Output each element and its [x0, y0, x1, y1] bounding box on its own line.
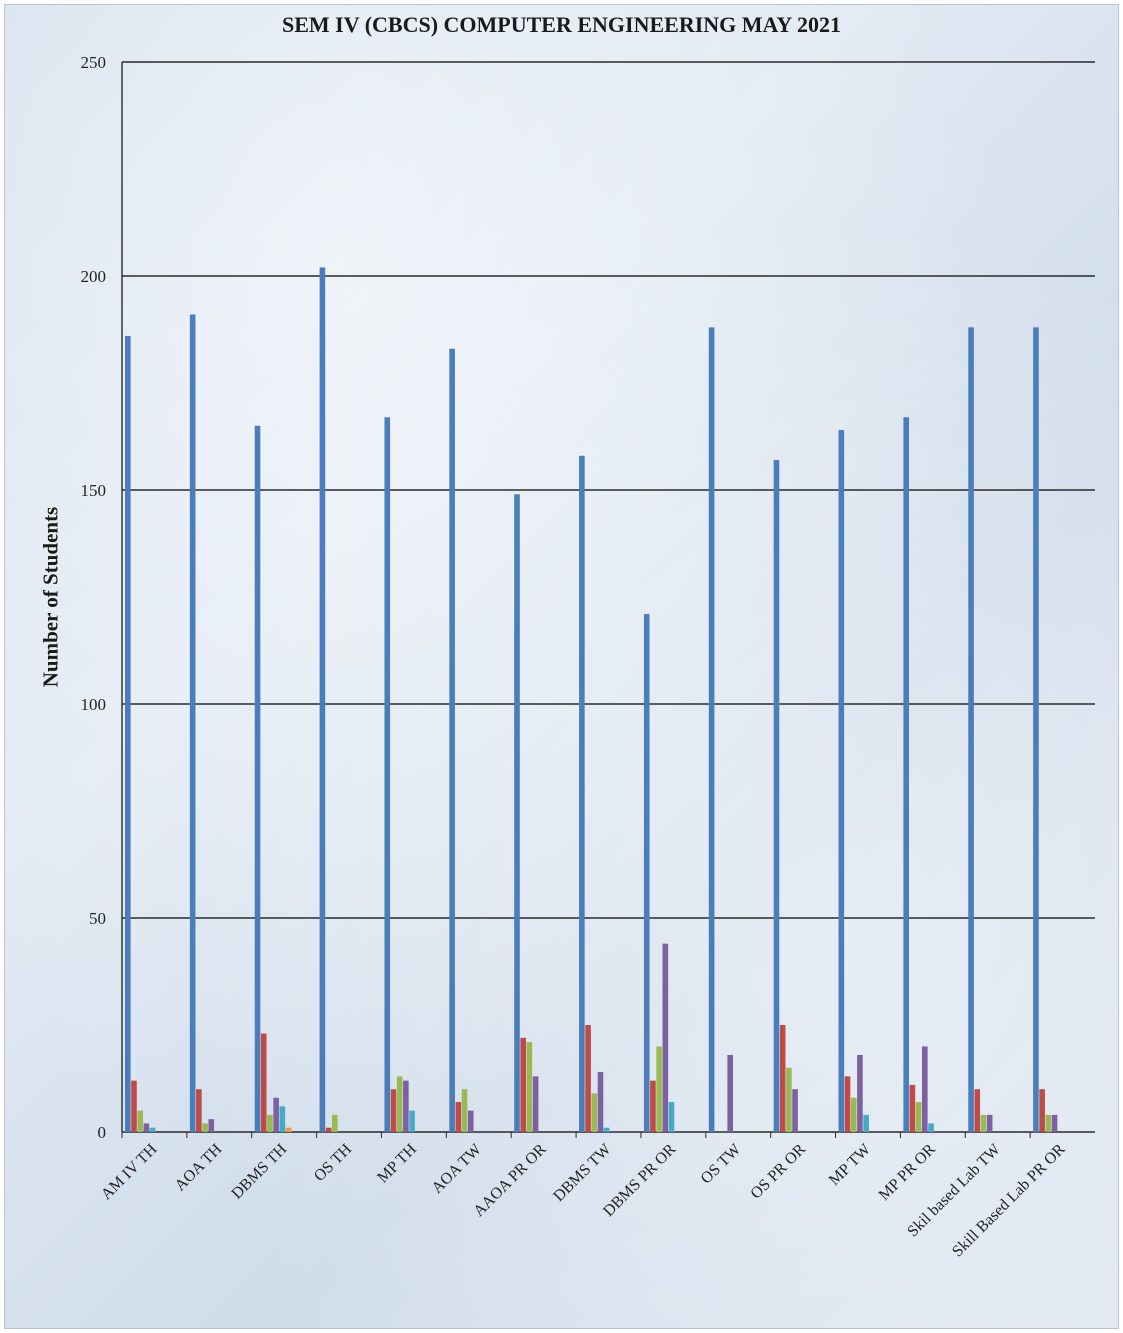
y-tick-label: 150 — [81, 481, 107, 500]
bar — [656, 1046, 662, 1132]
bar — [260, 1033, 267, 1132]
bar — [131, 1080, 137, 1132]
bar — [384, 417, 391, 1132]
bar — [267, 1114, 273, 1132]
bar — [579, 455, 585, 1132]
x-tick-label: AOA TW — [429, 1140, 486, 1197]
bar — [526, 1042, 533, 1132]
bar — [844, 1076, 851, 1132]
bar — [915, 1102, 922, 1132]
bar — [603, 1127, 610, 1132]
y-tick-label: 0 — [98, 1123, 107, 1142]
bar — [1051, 1114, 1058, 1132]
bar — [202, 1123, 208, 1132]
bar — [273, 1097, 279, 1132]
bar — [196, 1089, 202, 1132]
bar — [403, 1080, 409, 1132]
bar — [143, 1123, 150, 1132]
bar — [390, 1089, 397, 1132]
bar — [125, 335, 131, 1132]
x-tick-label: AM IV TH — [98, 1140, 161, 1203]
bar — [319, 267, 326, 1132]
bar — [449, 348, 455, 1132]
bar — [532, 1076, 539, 1132]
bar — [520, 1037, 526, 1132]
bar — [1039, 1089, 1045, 1132]
bar — [863, 1114, 869, 1132]
bar — [986, 1114, 993, 1132]
x-tick-label: OS PR OR — [747, 1141, 809, 1203]
x-tick-label: DBMS TH — [228, 1140, 290, 1202]
bar — [325, 1127, 332, 1132]
bar — [980, 1114, 987, 1132]
bar — [650, 1080, 656, 1132]
bar — [279, 1106, 286, 1132]
bar — [662, 943, 669, 1132]
x-tick-label: OS TW — [698, 1140, 745, 1187]
y-tick-label: 100 — [81, 695, 107, 714]
x-tick-label: AOA TH — [172, 1140, 226, 1194]
bar — [285, 1127, 292, 1132]
bar — [591, 1093, 598, 1132]
bar — [779, 1025, 786, 1132]
bar — [409, 1110, 415, 1132]
bar — [514, 494, 520, 1132]
bar — [467, 1110, 474, 1132]
bar — [643, 614, 650, 1132]
x-tick-label: MP TW — [826, 1140, 875, 1189]
bar — [149, 1127, 156, 1132]
chart-title: SEM IV (CBCS) COMPUTER ENGINEERING MAY 2… — [281, 12, 841, 37]
y-tick-label: 200 — [81, 267, 107, 286]
bar — [597, 1072, 604, 1132]
x-tick-label: MP TH — [374, 1140, 420, 1186]
y-tick-label: 250 — [81, 53, 107, 72]
bar — [857, 1054, 863, 1132]
bar — [332, 1114, 338, 1132]
bar — [727, 1054, 733, 1132]
bar — [922, 1046, 928, 1132]
x-tick-label: DBMS TW — [550, 1140, 615, 1205]
bar — [786, 1067, 792, 1132]
y-tick-label: 50 — [89, 909, 106, 928]
bar — [189, 314, 196, 1132]
bar — [461, 1089, 468, 1132]
x-tick-label: OS TH — [311, 1140, 356, 1185]
bar — [1033, 327, 1039, 1132]
bar — [1045, 1114, 1052, 1132]
x-tick-label: Skill Based Lab PR OR — [949, 1141, 1069, 1261]
bar — [974, 1089, 981, 1132]
bar — [668, 1102, 675, 1132]
bar — [455, 1102, 462, 1132]
bar — [708, 327, 715, 1132]
bar — [850, 1097, 857, 1132]
bar — [208, 1119, 215, 1132]
bar — [903, 417, 909, 1132]
bar — [838, 430, 845, 1133]
bar — [968, 327, 974, 1132]
bar — [585, 1025, 591, 1132]
bar — [909, 1084, 916, 1132]
bar — [254, 425, 261, 1132]
bar — [928, 1123, 934, 1132]
bar — [396, 1076, 403, 1132]
bar — [773, 460, 780, 1132]
bar — [137, 1110, 143, 1132]
bar — [792, 1089, 798, 1132]
x-tick-label: MP PR OR — [876, 1141, 939, 1204]
